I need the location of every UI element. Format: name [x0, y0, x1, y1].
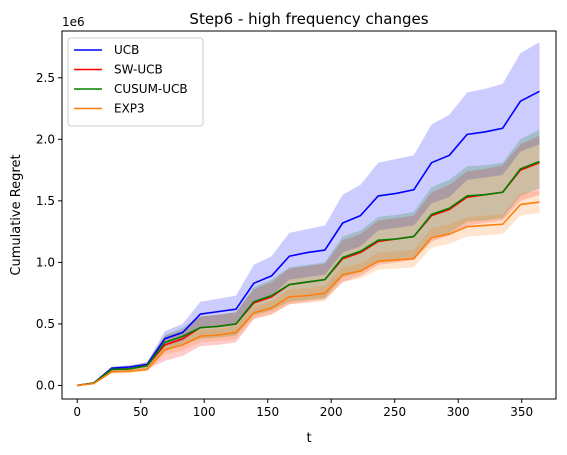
line-exp3: [77, 201, 540, 387]
x-tick-label: 200: [320, 405, 343, 419]
legend-label-sw-ucb: SW-UCB: [114, 63, 163, 77]
x-tick-label: 150: [256, 405, 279, 419]
y-axis-label: Cumulative Regret: [9, 154, 24, 275]
y-tick-label: 2.5: [36, 71, 55, 85]
y-tick-label: 0.5: [36, 317, 55, 331]
legend: UCB SW-UCB CUSUM-UCB EXP3: [67, 37, 204, 127]
chart-title: Step6 - high frequency changes: [189, 10, 428, 28]
line-cusum-ucb: [77, 160, 540, 387]
y-tick-label: 2.0: [36, 132, 55, 146]
band-exp3: [77, 191, 540, 386]
x-axis-ticks: 0 50 100 150 200 250 300 350: [73, 399, 533, 419]
series-lines: [77, 90, 540, 387]
legend-label-exp3: EXP3: [114, 102, 145, 116]
line-ucb: [77, 90, 540, 387]
x-tick-label: 250: [383, 405, 406, 419]
x-axis-label: t: [306, 431, 311, 446]
y-scale-label: 1e6: [62, 15, 85, 29]
legend-label-cusum-ucb: CUSUM-UCB: [114, 82, 188, 96]
x-tick-label: 350: [510, 405, 533, 419]
x-tick-label: 50: [133, 405, 148, 419]
y-tick-label: 1.5: [36, 194, 55, 208]
plot-frame: [61, 30, 557, 400]
x-tick-label: 100: [193, 405, 216, 419]
x-tick-label: 300: [447, 405, 470, 419]
x-tick-label: 0: [73, 405, 81, 419]
y-axis-ticks: 0.0 0.5 1.0 1.5 2.0 2.5: [36, 71, 62, 392]
y-tick-label: 1.0: [36, 255, 55, 269]
y-tick-label: 0.0: [36, 378, 55, 392]
legend-box: [67, 37, 204, 127]
legend-label-ucb: UCB: [114, 43, 139, 57]
